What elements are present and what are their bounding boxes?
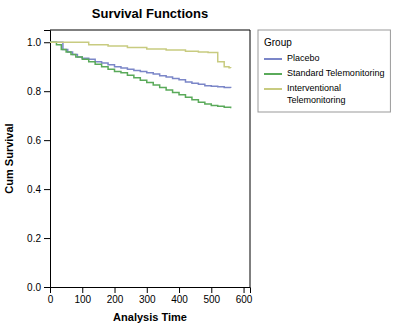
frame-right: [250, 30, 251, 287]
y-tick: 0.4: [27, 184, 50, 195]
legend-swatch: [264, 73, 282, 75]
legend-title: Group: [264, 37, 292, 48]
y-tick-mark: [44, 238, 50, 239]
y-tick-label: 1.0: [27, 37, 41, 48]
y-axis-line: [44, 31, 51, 288]
x-tick-label: 600: [236, 294, 253, 305]
legend-frame: [258, 30, 390, 112]
x-tick-mark: [115, 287, 116, 293]
y-tick-mark: [44, 91, 50, 92]
y-tick: 1.0: [27, 37, 50, 48]
x-axis-title: Analysis Time: [113, 311, 187, 323]
x-tick-label: 500: [203, 294, 220, 305]
legend-label: Placebo: [287, 53, 320, 63]
legend-item: InterventionalTelemonitoring: [264, 83, 346, 105]
legend-swatch: [264, 58, 282, 60]
x-tick-mark: [147, 287, 148, 293]
legend-label: InterventionalTelemonitoring: [287, 83, 346, 105]
x-tick-label: 100: [74, 294, 91, 305]
y-tick-mark: [44, 287, 50, 288]
x-tick: 400: [171, 287, 188, 305]
x-tick-mark: [82, 287, 83, 293]
y-tick: 0.6: [27, 135, 50, 146]
y-tick-mark: [44, 140, 50, 141]
y-tick-mark: [44, 42, 50, 43]
x-axis-line: [51, 288, 251, 294]
x-tick-label: 200: [107, 294, 124, 305]
legend-item: Standard Telemonitoring: [264, 68, 384, 78]
chart: 0 100 200 300 400 500 600 0.0 0.2 0.4 0.6 0.8 1.0 Sur…: [0, 0, 400, 329]
y-tick-label: 0.8: [27, 86, 41, 97]
x-tick: 0: [48, 287, 54, 305]
y-tick: 0.0: [27, 282, 50, 293]
y-tick-label: 0.2: [27, 233, 41, 244]
x-tick-label: 300: [139, 294, 156, 305]
legend-swatch: [264, 88, 282, 90]
x-tick-mark: [244, 287, 245, 293]
x-tick-label: 0: [48, 294, 54, 305]
x-tick: 300: [139, 287, 156, 305]
y-axis-title: Cum Survival: [3, 123, 15, 193]
y-tick: 0.8: [27, 86, 50, 97]
y-tick-label: 0.6: [27, 135, 41, 146]
x-tick-label: 400: [171, 294, 188, 305]
y-axis: 0.0 0.2 0.4 0.6 0.8 1.0: [27, 31, 50, 293]
x-tick: 600: [236, 287, 253, 305]
x-tick: 500: [203, 287, 220, 305]
y-tick: 0.2: [27, 233, 50, 244]
frame-top: [50, 30, 250, 31]
x-tick: 200: [107, 287, 124, 305]
series-line: [50, 42, 231, 108]
y-tick-label: 0.0: [27, 282, 41, 293]
series-line: [50, 42, 231, 88]
y-tick-label: 0.4: [27, 184, 41, 195]
legend-label: Standard Telemonitoring: [287, 68, 384, 78]
title: Survival Functions: [92, 6, 208, 21]
y-tick-mark: [44, 189, 50, 190]
x-tick-mark: [211, 287, 212, 293]
legend: Group Placebo Standard Telemonitoring Inter…: [258, 30, 390, 112]
legend-item: Placebo: [264, 53, 320, 63]
x-axis: 0 100 200 300 400 500 600: [48, 287, 253, 305]
plot: 0 100 200 300 400 500 600 0.0 0.2 0.4 0.6 0.8 1.0: [27, 30, 253, 305]
x-tick-mark: [179, 287, 180, 293]
x-tick: 100: [74, 287, 91, 305]
series-line: [50, 42, 231, 68]
series-group: [50, 42, 231, 108]
